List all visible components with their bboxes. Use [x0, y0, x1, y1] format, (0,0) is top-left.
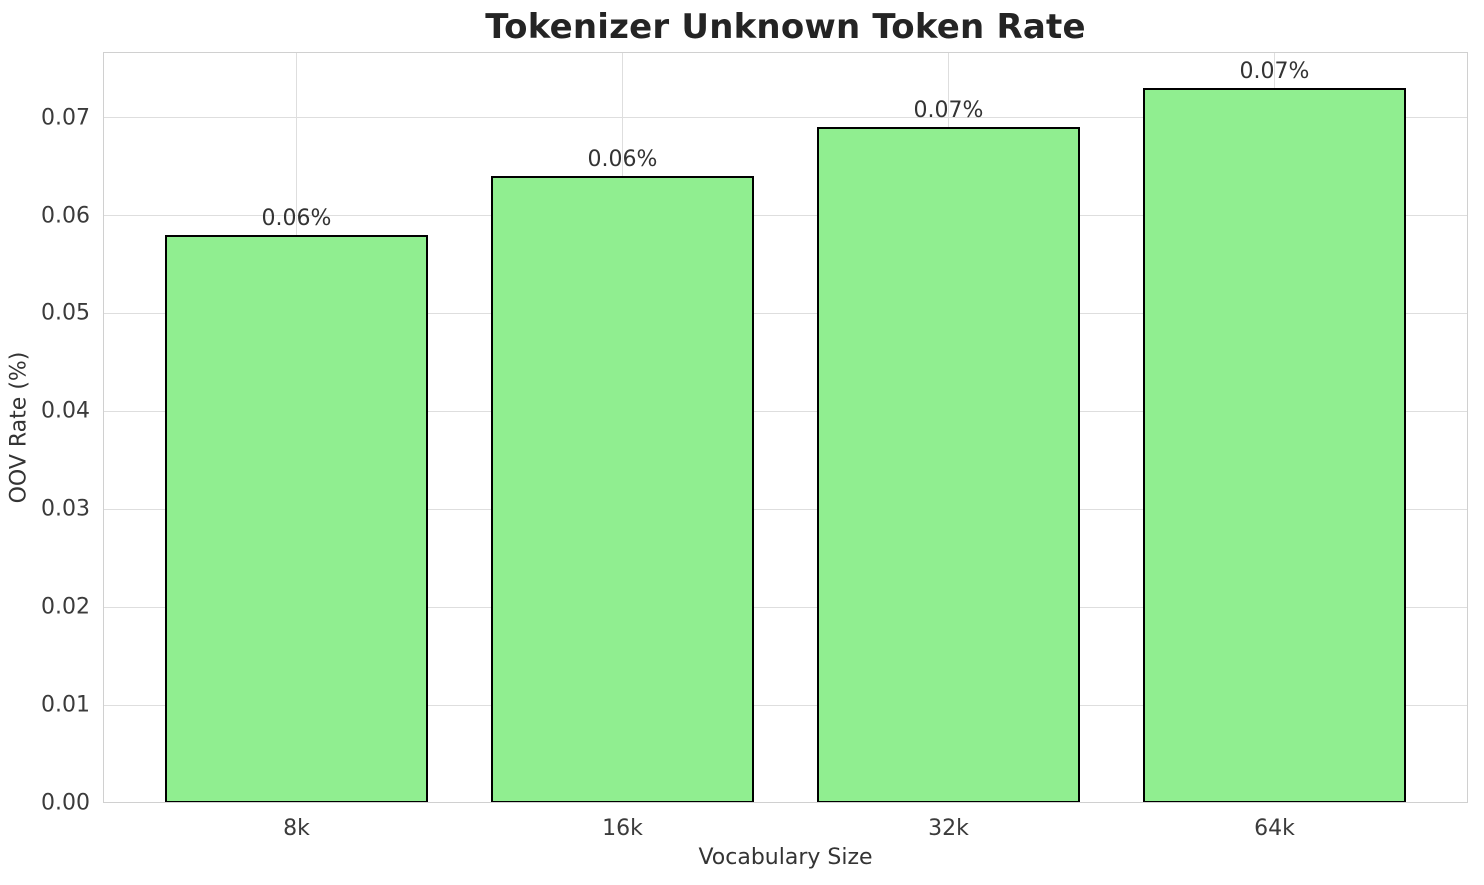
y-gridline	[103, 508, 1468, 510]
x-tick-label: 64k	[1254, 816, 1295, 841]
y-gridline	[103, 117, 1468, 119]
y-gridline	[103, 215, 1468, 217]
y-gridline	[103, 312, 1468, 314]
bar-value-label: 0.06%	[587, 147, 658, 173]
plot-area: 0.06% 0.06% 0.07% 0.07%	[103, 52, 1468, 803]
chart-title: Tokenizer Unknown Token Rate	[485, 7, 1086, 47]
y-tick-label: 0.05	[41, 300, 90, 326]
y-tick-label: 0.02	[41, 594, 90, 620]
bar-32k	[817, 127, 1080, 803]
bar-value-label: 0.07%	[913, 98, 984, 124]
y-tick-label: 0.04	[41, 398, 90, 424]
bar-value-label: 0.06%	[261, 206, 332, 232]
x-tick-label: 8k	[283, 816, 310, 841]
y-gridline	[103, 410, 1468, 412]
y-axis-label: OOV Rate (%)	[6, 351, 32, 504]
y-gridline	[103, 704, 1468, 706]
y-tick-label: 0.03	[41, 496, 90, 522]
x-tick-label: 32k	[928, 816, 969, 841]
bar-8k	[165, 235, 428, 803]
y-gridline	[103, 606, 1468, 608]
y-tick-label: 0.00	[41, 790, 90, 816]
y-tick-label: 0.01	[41, 692, 90, 718]
bar-16k	[491, 176, 754, 803]
x-axis-label: Vocabulary Size	[698, 845, 873, 870]
bar-value-label: 0.07%	[1239, 59, 1310, 85]
y-tick-label: 0.06	[41, 203, 90, 229]
y-axis-label-wrap: OOV Rate (%)	[0, 52, 38, 803]
y-tick-label: 0.07	[41, 105, 90, 131]
x-tick-label: 16k	[602, 816, 643, 841]
bar-64k	[1143, 88, 1406, 803]
